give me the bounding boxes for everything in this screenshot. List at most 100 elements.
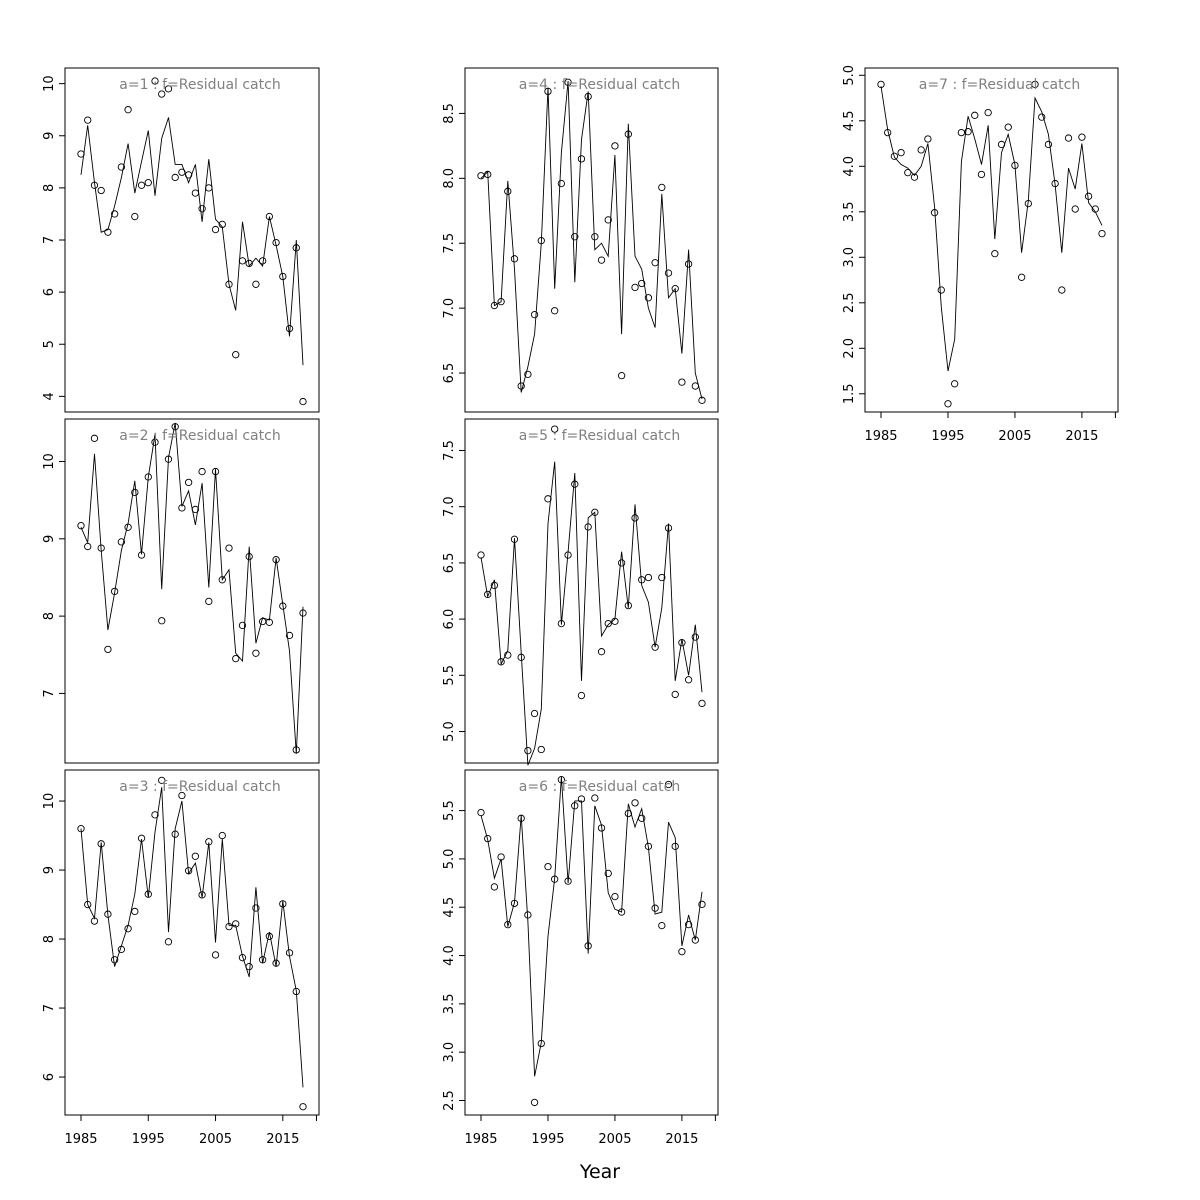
data-point — [551, 307, 559, 315]
data-point — [564, 551, 572, 559]
series-line — [480, 461, 703, 766]
x-tick-label: 2015 — [665, 1132, 698, 1147]
data-point — [510, 899, 519, 908]
data-point — [198, 467, 206, 476]
data-point — [597, 824, 606, 832]
x-tick-label: 2005 — [598, 1132, 631, 1147]
data-point — [178, 168, 186, 176]
data-point — [698, 900, 706, 908]
data-point — [658, 183, 666, 192]
data-point — [110, 210, 119, 218]
data-point — [517, 653, 525, 661]
data-point — [252, 649, 260, 657]
data-point — [497, 298, 505, 306]
data-point — [658, 921, 666, 930]
data-point — [910, 173, 919, 181]
data-point — [611, 142, 619, 150]
y-tick-label: 8 — [42, 184, 57, 192]
data-point — [292, 244, 300, 252]
plot-frame — [864, 67, 1119, 413]
data-point — [265, 618, 274, 626]
x-tick-label: 1985 — [64, 1132, 97, 1147]
data-point — [571, 802, 579, 810]
y-tick-label: 4.5 — [442, 897, 457, 918]
y-tick-label: 3.0 — [442, 1042, 457, 1063]
data-point — [299, 397, 307, 406]
data-point — [198, 891, 206, 899]
data-point — [664, 780, 673, 789]
data-point — [691, 633, 699, 641]
data-point — [77, 150, 85, 158]
data-point — [191, 852, 200, 860]
data-point — [279, 900, 287, 908]
data-point — [1011, 161, 1019, 170]
y-tick-label: 2.5 — [842, 292, 857, 313]
data-point — [164, 938, 173, 946]
data-point — [484, 170, 492, 179]
series-line — [80, 117, 304, 366]
plot-frame — [464, 769, 719, 1116]
data-point — [299, 1103, 307, 1111]
data-point — [292, 746, 300, 754]
y-tick-label: 5.5 — [442, 800, 457, 821]
data-point — [137, 834, 146, 842]
data-point — [977, 170, 986, 179]
data-point — [591, 233, 599, 241]
data-point — [638, 279, 646, 288]
data-point — [245, 552, 253, 561]
data-point — [279, 602, 287, 610]
data-point — [678, 639, 686, 647]
data-point — [957, 128, 966, 137]
data-point — [984, 108, 992, 117]
data-point — [77, 825, 85, 833]
data-point — [624, 130, 632, 138]
data-point — [524, 370, 532, 379]
y-tick-label: 10 — [42, 453, 57, 470]
data-point — [484, 590, 492, 599]
data-point — [644, 842, 653, 850]
data-point — [517, 382, 525, 390]
data-point — [530, 709, 539, 718]
data-point — [551, 425, 559, 433]
y-tick-label: 2.5 — [442, 1090, 457, 1111]
y-tick-label: 7 — [42, 1004, 57, 1012]
y-tick-label: 8 — [42, 612, 57, 620]
data-point — [184, 478, 193, 487]
data-point — [698, 396, 706, 404]
data-point — [510, 535, 519, 543]
data-point — [272, 959, 280, 967]
data-point — [232, 654, 240, 663]
data-point — [252, 904, 260, 912]
data-point — [137, 181, 146, 189]
data-point — [537, 236, 545, 245]
y-tick-label: 6.0 — [442, 609, 457, 630]
data-point — [137, 551, 146, 559]
data-point — [490, 581, 499, 590]
data-point — [684, 920, 693, 929]
data-point — [490, 883, 499, 891]
data-point — [537, 745, 545, 754]
y-tick-label: 7 — [42, 236, 57, 244]
y-tick-label: 6.5 — [442, 553, 457, 574]
data-point — [1017, 273, 1026, 281]
panel-title: a=7 : f=Residual catch — [919, 77, 1080, 93]
data-point — [198, 205, 206, 213]
chart-panel-a2: 7 8 9 10 a=2 : f=Residual catch — [42, 418, 320, 764]
data-point — [1058, 286, 1066, 294]
data-point — [117, 945, 126, 954]
data-point — [544, 87, 552, 96]
x-tick-label: 2005 — [998, 429, 1031, 444]
data-point — [597, 648, 606, 656]
data-point — [265, 212, 274, 221]
y-tick-label: 3.5 — [842, 201, 857, 222]
data-point — [597, 256, 606, 264]
data-point — [617, 908, 626, 916]
data-point — [877, 80, 885, 89]
data-point — [245, 963, 253, 971]
data-point — [124, 106, 132, 114]
data-point — [671, 690, 679, 699]
data-point — [252, 280, 260, 288]
data-point — [1071, 205, 1079, 213]
chart-panel-a3: 6 7 8 9 10 1985 1995 2005 2015 a=3 : f=Residual c… — [42, 769, 320, 1147]
data-point — [577, 691, 586, 700]
